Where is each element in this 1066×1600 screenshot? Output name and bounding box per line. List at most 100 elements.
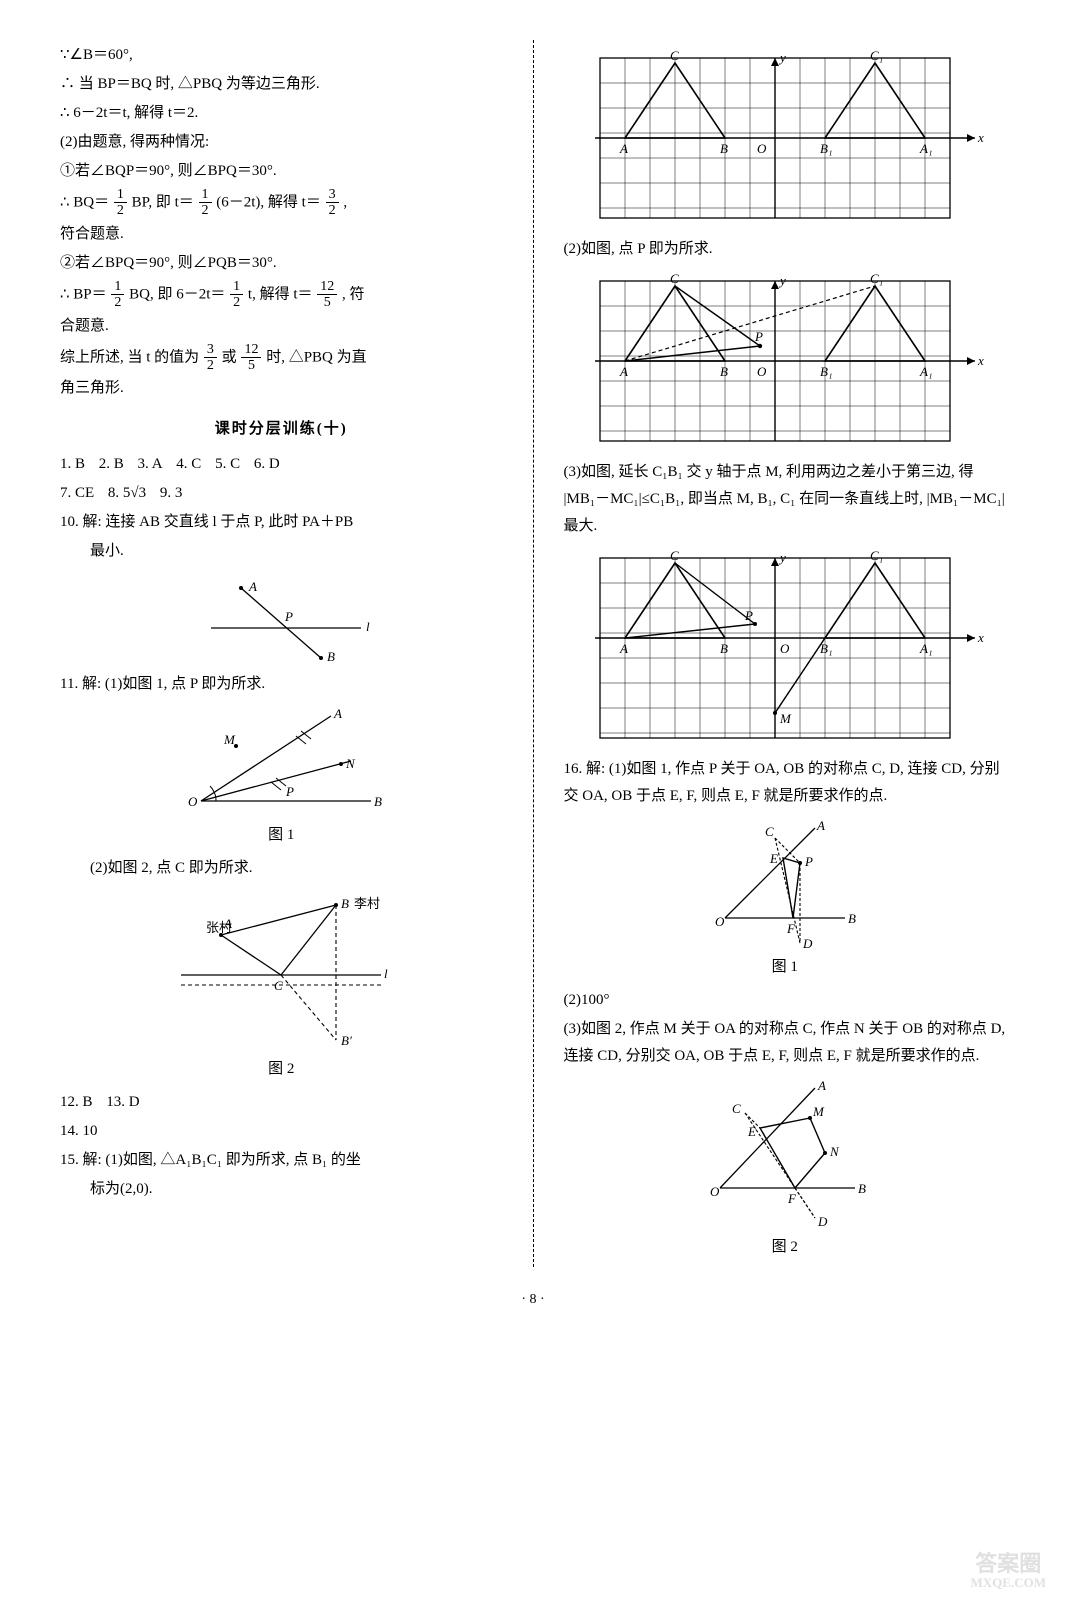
- watermark-line: 答案圈: [971, 1552, 1046, 1576]
- text: 标为(2,0).: [60, 1176, 503, 1203]
- label: A: [333, 706, 342, 721]
- text: ∴ 6－2t＝t, 解得 t＝2.: [60, 100, 503, 127]
- den: 2: [230, 295, 243, 310]
- label: x: [977, 630, 984, 645]
- figure-q16-2: O A B C D E F M N: [700, 1078, 870, 1228]
- label: P: [804, 854, 813, 869]
- den: 2: [199, 203, 212, 218]
- label: D: [802, 936, 813, 948]
- watermark: 答案圈 MXQE.COM: [971, 1552, 1046, 1590]
- text: , 符: [342, 286, 365, 302]
- label: A: [619, 364, 628, 379]
- label: B₁: [820, 364, 832, 379]
- label: l: [366, 619, 370, 634]
- watermark-line: MXQE.COM: [971, 1576, 1046, 1590]
- figure-caption: 图 2: [60, 1056, 503, 1083]
- label: C₁: [870, 271, 883, 286]
- right-column: grid A B C O B₁ A₁ C₁ x y (2)如图, 点 P 即为所…: [564, 40, 1007, 1267]
- page-number: · 8 ·: [60, 1287, 1006, 1312]
- label: F: [786, 921, 796, 936]
- fraction: 125: [241, 342, 261, 374]
- text: 综上所述, 当 t 的值为 32 或 125 时, △PBQ 为直: [60, 342, 503, 374]
- label: C: [732, 1101, 741, 1116]
- text: t, 解得 t＝: [248, 286, 313, 302]
- label: F: [787, 1191, 797, 1206]
- label: 李村: [354, 896, 380, 911]
- ans: 6. D: [254, 456, 280, 472]
- label: x: [977, 353, 984, 368]
- ans: 5. C: [215, 456, 240, 472]
- num: 1: [114, 187, 127, 203]
- num: 3: [204, 342, 217, 358]
- den: 2: [326, 203, 339, 218]
- figure-caption: 图 1: [564, 954, 1007, 981]
- label: A: [248, 579, 257, 594]
- label: O: [710, 1184, 720, 1199]
- label: A₁: [919, 141, 932, 156]
- fraction: 32: [326, 187, 339, 219]
- label: E: [747, 1124, 756, 1139]
- fraction: 12: [114, 187, 127, 219]
- figure-caption: 图 2: [564, 1234, 1007, 1261]
- num: 1: [199, 187, 212, 203]
- label: B: [858, 1181, 866, 1196]
- figure-q16-1: O A B C D E F P: [705, 818, 865, 948]
- label: C: [670, 48, 679, 63]
- num: 12: [317, 279, 337, 295]
- ans: 13. D: [106, 1094, 139, 1110]
- label: P: [754, 329, 763, 344]
- label: C₁: [870, 548, 883, 563]
- text: 11. 解: (1)如图 1, 点 P 即为所求.: [60, 671, 503, 698]
- den: 2: [114, 203, 127, 218]
- label: y: [778, 273, 786, 288]
- ans: 7. CE: [60, 485, 94, 501]
- figure-q10: A P B l: [181, 573, 381, 663]
- label: A: [816, 818, 825, 833]
- num: 1: [111, 279, 124, 295]
- text: ∴ BP＝ 12 BQ, 即 6－2t＝ 12 t, 解得 t＝ 125 , 符: [60, 279, 503, 311]
- label: y: [778, 50, 786, 65]
- label: B: [720, 364, 728, 379]
- label: A₁: [919, 364, 932, 379]
- ans: 1. B: [60, 456, 85, 472]
- left-column: ∵∠B＝60°, ∴ 当 BP＝BQ 时, △PBQ 为等边三角形. ∴ 6－2…: [60, 40, 503, 1267]
- label: M: [812, 1104, 825, 1119]
- text: 16. 解: (1)如图 1, 作点 P 关于 OA, OB 的对称点 C, D…: [564, 756, 1007, 810]
- num: 3: [326, 187, 339, 203]
- den: 5: [317, 295, 337, 310]
- figure-grid-3: A B C O B₁ A₁ C₁ P M x y: [585, 548, 985, 748]
- label: C: [274, 978, 283, 993]
- label: C: [670, 271, 679, 286]
- ans: 9. 3: [160, 485, 183, 501]
- column-divider: [533, 40, 534, 1267]
- label: P: [744, 608, 753, 623]
- text: 角三角形.: [60, 375, 503, 402]
- label: B: [848, 911, 856, 926]
- figure-q11-1: O A B M N P: [176, 706, 386, 816]
- label: O: [715, 914, 725, 929]
- text: 符合题意.: [60, 221, 503, 248]
- label: O: [780, 641, 790, 656]
- label: B₁: [820, 141, 832, 156]
- text: ∴ 当 BP＝BQ 时, △PBQ 为等边三角形.: [60, 71, 503, 98]
- text: 最小.: [60, 538, 503, 565]
- section-heading: 课时分层训练(十): [60, 416, 503, 443]
- label: B: [720, 641, 728, 656]
- label: N: [829, 1144, 840, 1159]
- text: (2)如图 2, 点 C 即为所求.: [60, 855, 503, 882]
- label: B: [720, 141, 728, 156]
- fraction: 12: [111, 279, 124, 311]
- label: B: [374, 794, 382, 809]
- text: ,: [343, 194, 347, 210]
- label: B₁: [820, 641, 832, 656]
- text: 合题意.: [60, 313, 503, 340]
- label: x: [977, 130, 984, 145]
- label: y: [778, 550, 786, 565]
- den: 5: [241, 358, 261, 373]
- text: (3)如图, 延长 C₁B₁ 交 y 轴于点 M, 利用两边之差小于第三边, 得…: [564, 459, 1007, 540]
- text: 综上所述, 当 t 的值为: [60, 349, 199, 365]
- label: P: [285, 784, 294, 799]
- label: A₁: [919, 641, 932, 656]
- figure-grid-2: A B C O B₁ A₁ C₁ P x y: [585, 271, 985, 451]
- label: A: [619, 641, 628, 656]
